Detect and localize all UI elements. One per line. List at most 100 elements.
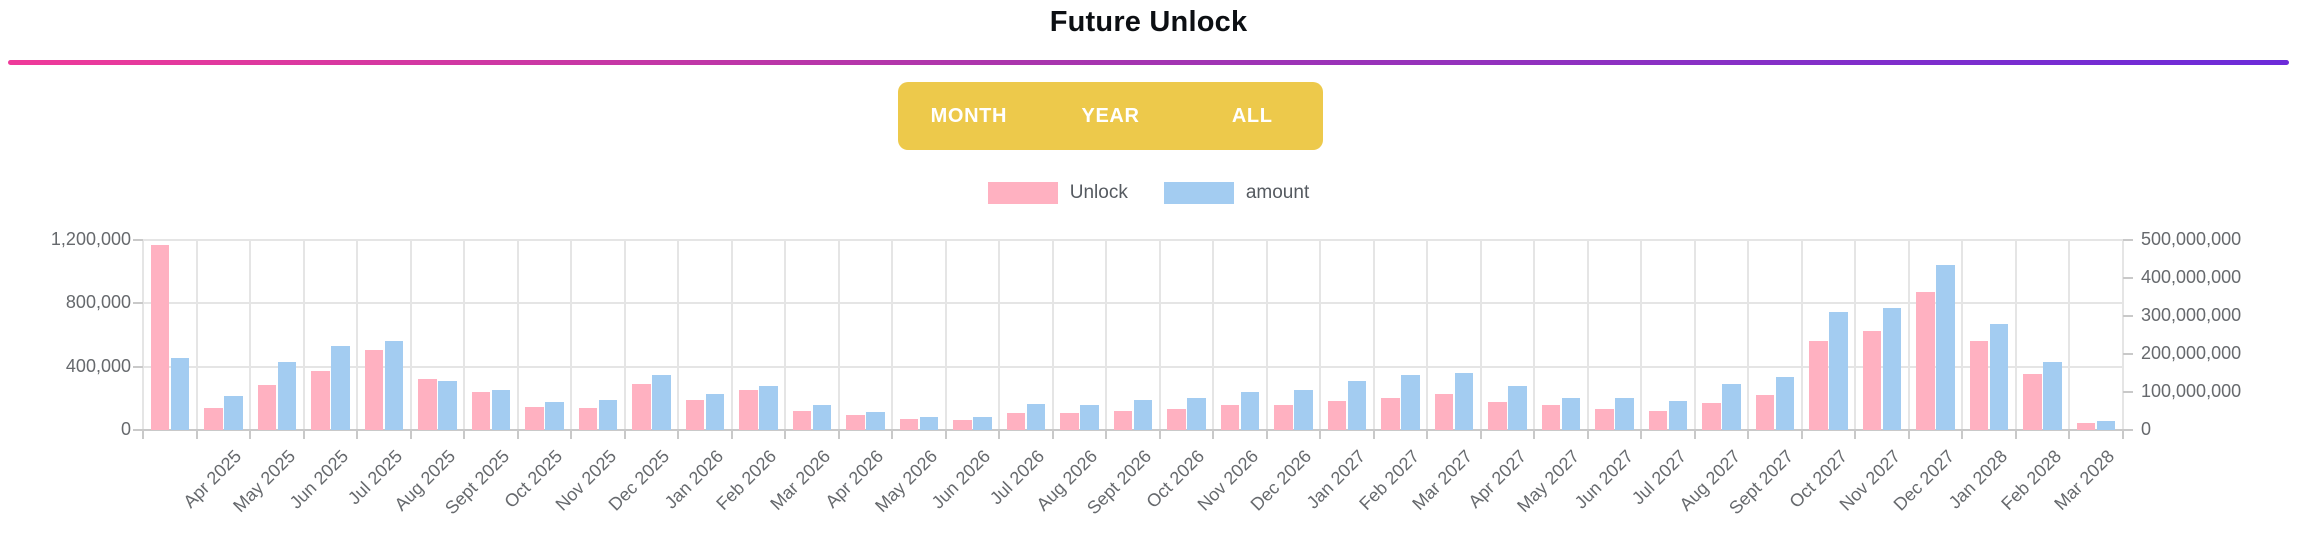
amount-bar[interactable] <box>1187 397 1206 430</box>
unlock-bar[interactable] <box>792 411 812 430</box>
unlock-bar[interactable] <box>1167 408 1186 430</box>
year-button[interactable]: YEAR <box>1040 82 1182 150</box>
amount-bar[interactable] <box>277 361 297 430</box>
unlock-bar[interactable] <box>1969 341 1989 430</box>
y-axis-left-label: 1,200,000 <box>50 229 131 249</box>
amount-bar[interactable] <box>1668 400 1688 430</box>
amount-bar[interactable] <box>1508 386 1527 430</box>
amount-bar[interactable] <box>1294 390 1313 430</box>
all-button[interactable]: ALL <box>1181 82 1323 150</box>
month-button[interactable]: MONTH <box>898 82 1040 150</box>
amount-bar[interactable] <box>1989 323 2009 430</box>
amount-bar[interactable] <box>438 380 457 430</box>
unlock-bar[interactable] <box>685 399 705 430</box>
amount-bar[interactable] <box>1240 392 1260 430</box>
gridline <box>1479 240 1482 430</box>
unlock-bar[interactable] <box>953 419 972 430</box>
amount-bar[interactable] <box>1454 373 1474 430</box>
axis-tick <box>1479 430 1482 439</box>
axis-tick <box>1051 430 1054 439</box>
unlock-bar[interactable] <box>471 392 491 430</box>
unlock-bar[interactable] <box>1434 393 1454 430</box>
unlock-bar[interactable] <box>899 418 919 430</box>
amount-bar[interactable] <box>919 416 939 430</box>
unlock-bar[interactable] <box>2076 422 2096 430</box>
unlock-bar[interactable] <box>2023 373 2042 430</box>
unlock-bar[interactable] <box>1541 405 1561 430</box>
amount-bar[interactable] <box>1722 384 1741 430</box>
amount-bar[interactable] <box>331 346 350 430</box>
unlock-bar[interactable] <box>1595 409 1614 430</box>
axis-tick <box>1265 430 1268 439</box>
amount-bar[interactable] <box>1561 397 1581 430</box>
amount-bar[interactable] <box>545 401 564 430</box>
unlock-bar[interactable] <box>739 389 758 430</box>
amount-bar[interactable] <box>652 374 671 430</box>
amount-bar[interactable] <box>170 357 189 430</box>
y-axis-right-label: 300,000,000 <box>2141 305 2242 325</box>
amount-bar[interactable] <box>1026 404 1046 430</box>
axis-tick <box>837 430 840 439</box>
unlock-bar[interactable] <box>1809 341 1828 430</box>
axis-tick <box>944 430 947 439</box>
axis-tick <box>1426 430 1429 439</box>
amount-bar[interactable] <box>2096 420 2116 430</box>
amount-bar[interactable] <box>1936 264 1955 430</box>
gridline <box>409 240 412 430</box>
unlock-bar[interactable] <box>1060 413 1079 430</box>
axis-tick <box>1586 430 1589 439</box>
amount-bar[interactable] <box>1401 374 1420 430</box>
unlock-bar[interactable] <box>632 384 651 430</box>
unlock-bar[interactable] <box>846 414 865 430</box>
gridline <box>143 239 2123 241</box>
unlock-bar[interactable] <box>525 407 544 430</box>
legend-item-unlock[interactable]: Unlock <box>987 182 1128 204</box>
amount-bar[interactable] <box>598 399 618 430</box>
amount-bar[interactable] <box>384 340 404 430</box>
unlock-bar[interactable] <box>1916 292 1935 430</box>
amount-bar[interactable] <box>705 393 725 430</box>
range-selector: MONTH YEAR ALL <box>898 82 1323 150</box>
amount-bar[interactable] <box>973 416 992 430</box>
unlock-bar[interactable] <box>1488 401 1507 430</box>
unlock-bar[interactable] <box>1381 398 1400 430</box>
amount-bar[interactable] <box>812 405 832 430</box>
amount-bar[interactable] <box>1829 312 1848 430</box>
unlock-bar[interactable] <box>311 371 330 430</box>
axis-tick <box>1158 430 1161 439</box>
amount-bar[interactable] <box>1775 376 1795 430</box>
unlock-bar[interactable] <box>204 407 223 430</box>
unlock-bar[interactable] <box>1220 404 1240 430</box>
y-axis-right-label: 0 <box>2141 419 2152 439</box>
y-axis-right-label: 400,000,000 <box>2141 267 2242 287</box>
amount-bar[interactable] <box>1080 405 1099 430</box>
unlock-bar[interactable] <box>1862 331 1882 430</box>
chart-legend: Unlock amount <box>0 182 2297 204</box>
amount-bar[interactable] <box>224 395 243 430</box>
unlock-bar[interactable] <box>364 350 384 430</box>
amount-bar[interactable] <box>1615 397 1634 430</box>
amount-bar[interactable] <box>491 390 511 430</box>
amount-bar[interactable] <box>759 386 778 430</box>
unlock-bar[interactable] <box>1274 405 1293 430</box>
amount-bar[interactable] <box>1347 380 1367 430</box>
unlock-bar[interactable] <box>1755 395 1775 430</box>
unlock-bar[interactable] <box>1327 400 1347 430</box>
unlock-bar[interactable] <box>1113 411 1133 430</box>
gridline <box>1961 240 1964 430</box>
gridline <box>1533 240 1536 430</box>
unlock-bar[interactable] <box>1702 403 1721 430</box>
unlock-bar[interactable] <box>257 384 277 430</box>
unlock-bar[interactable] <box>418 379 437 430</box>
unlock-bar[interactable] <box>150 244 169 430</box>
unlock-bar[interactable] <box>1648 411 1668 430</box>
amount-bar[interactable] <box>1133 399 1153 430</box>
gridline <box>1158 240 1161 430</box>
amount-bar[interactable] <box>866 411 885 430</box>
amount-bar[interactable] <box>2043 361 2062 430</box>
amount-bar[interactable] <box>1882 308 1902 430</box>
unlock-bar[interactable] <box>1006 412 1026 430</box>
unlock-bar[interactable] <box>578 407 598 430</box>
legend-item-amount[interactable]: amount <box>1163 182 1309 204</box>
